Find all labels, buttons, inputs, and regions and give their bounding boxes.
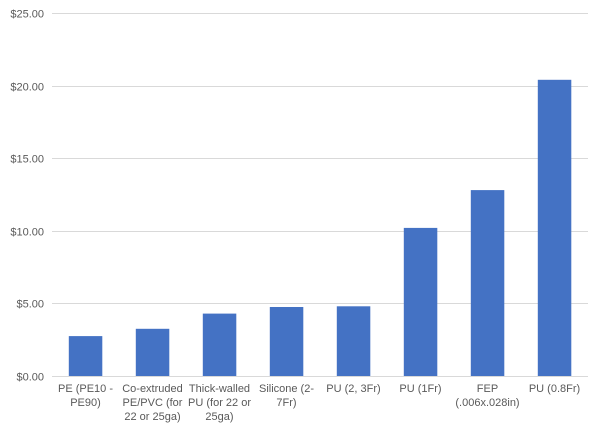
bar bbox=[68, 336, 103, 376]
y-tick-label: $10.00 bbox=[10, 227, 44, 239]
y-tick-label: $15.00 bbox=[10, 154, 44, 166]
x-axis-category-labels: PE (PE10 -PE90) Co-extruded PE/PVC (for 22 … bbox=[58, 383, 580, 423]
bar bbox=[403, 227, 438, 376]
x-tick-label: PE (PE10 -PE90) bbox=[58, 383, 113, 409]
x-tick-label: Silicone (2-7Fr) bbox=[259, 383, 314, 409]
y-axis-tick-labels: $0.00 $5.00 $10.00 $15.00 $20.00 $25.00 bbox=[10, 9, 44, 384]
y-tick-label: $25.00 bbox=[10, 9, 44, 21]
x-tick-label: PU (0.8Fr) bbox=[529, 383, 580, 395]
bar bbox=[269, 307, 304, 376]
bar bbox=[537, 79, 572, 377]
y-tick-label: $20.00 bbox=[10, 82, 44, 94]
bar bbox=[336, 306, 371, 376]
bar bbox=[135, 328, 170, 376]
x-tick-label: PU (2, 3Fr) bbox=[326, 383, 380, 395]
x-tick-label: FEP (.006x.028in) bbox=[455, 383, 519, 409]
y-tick-label: $5.00 bbox=[16, 299, 44, 311]
bar bbox=[470, 190, 505, 376]
gridlines bbox=[52, 13, 588, 304]
y-tick-label: $0.00 bbox=[16, 372, 44, 384]
bars bbox=[68, 79, 572, 377]
x-tick-label: PU (1Fr) bbox=[399, 383, 441, 395]
bar bbox=[202, 313, 237, 376]
x-tick-label: Thick-walled PU (for 22 or 25ga) bbox=[188, 383, 251, 423]
x-tick-label: Co-extruded PE/PVC (for 22 or 25ga) bbox=[122, 383, 183, 423]
